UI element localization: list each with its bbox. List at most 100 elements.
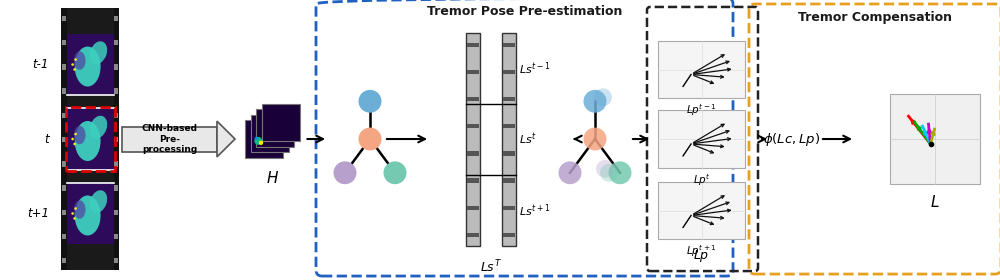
FancyBboxPatch shape bbox=[62, 137, 66, 142]
Polygon shape bbox=[217, 121, 235, 157]
Circle shape bbox=[71, 63, 74, 66]
FancyBboxPatch shape bbox=[467, 70, 479, 74]
Circle shape bbox=[358, 128, 382, 150]
FancyBboxPatch shape bbox=[502, 33, 516, 246]
Circle shape bbox=[358, 90, 382, 113]
Circle shape bbox=[71, 138, 74, 140]
Circle shape bbox=[74, 207, 77, 210]
Ellipse shape bbox=[74, 126, 86, 144]
Text: $Lp$: $Lp$ bbox=[693, 248, 710, 264]
Circle shape bbox=[334, 161, 356, 184]
Circle shape bbox=[254, 137, 262, 145]
Ellipse shape bbox=[90, 116, 107, 138]
FancyBboxPatch shape bbox=[114, 40, 118, 45]
FancyBboxPatch shape bbox=[62, 88, 66, 94]
FancyBboxPatch shape bbox=[467, 43, 479, 47]
FancyBboxPatch shape bbox=[62, 64, 66, 70]
Circle shape bbox=[608, 161, 632, 184]
Circle shape bbox=[74, 58, 77, 61]
FancyBboxPatch shape bbox=[114, 8, 119, 270]
FancyBboxPatch shape bbox=[467, 178, 479, 183]
FancyBboxPatch shape bbox=[62, 234, 66, 239]
FancyBboxPatch shape bbox=[114, 137, 118, 142]
FancyBboxPatch shape bbox=[114, 88, 118, 94]
FancyBboxPatch shape bbox=[67, 108, 114, 170]
FancyBboxPatch shape bbox=[890, 94, 980, 184]
FancyBboxPatch shape bbox=[503, 70, 515, 74]
FancyBboxPatch shape bbox=[67, 183, 114, 244]
FancyBboxPatch shape bbox=[503, 178, 515, 183]
Text: $Ls^{t+1}$: $Ls^{t+1}$ bbox=[519, 202, 550, 219]
FancyBboxPatch shape bbox=[503, 151, 515, 156]
FancyBboxPatch shape bbox=[503, 97, 515, 101]
FancyBboxPatch shape bbox=[466, 33, 480, 246]
Circle shape bbox=[584, 90, 606, 113]
Ellipse shape bbox=[74, 200, 86, 219]
Text: $Lp^{t+1}$: $Lp^{t+1}$ bbox=[686, 243, 717, 259]
Text: t-1: t-1 bbox=[33, 58, 49, 71]
Circle shape bbox=[73, 217, 76, 220]
FancyBboxPatch shape bbox=[245, 120, 283, 158]
FancyBboxPatch shape bbox=[61, 8, 67, 270]
Text: $Lp^{t}$: $Lp^{t}$ bbox=[693, 172, 710, 188]
Circle shape bbox=[259, 141, 263, 145]
FancyBboxPatch shape bbox=[62, 185, 66, 191]
Circle shape bbox=[73, 143, 76, 145]
FancyBboxPatch shape bbox=[114, 258, 118, 263]
Circle shape bbox=[596, 160, 614, 178]
Ellipse shape bbox=[75, 121, 101, 161]
FancyBboxPatch shape bbox=[658, 110, 745, 168]
Text: $L$: $L$ bbox=[930, 194, 940, 210]
FancyBboxPatch shape bbox=[114, 161, 118, 167]
Circle shape bbox=[600, 164, 618, 182]
FancyBboxPatch shape bbox=[467, 233, 479, 237]
Circle shape bbox=[594, 88, 612, 106]
FancyBboxPatch shape bbox=[114, 185, 118, 191]
Text: $Lp^{t-1}$: $Lp^{t-1}$ bbox=[686, 102, 717, 118]
Text: $Ls^{t-1}$: $Ls^{t-1}$ bbox=[519, 60, 550, 77]
FancyBboxPatch shape bbox=[658, 182, 745, 239]
FancyBboxPatch shape bbox=[503, 124, 515, 129]
Text: t+1: t+1 bbox=[27, 207, 49, 220]
FancyBboxPatch shape bbox=[503, 43, 515, 47]
FancyBboxPatch shape bbox=[503, 233, 515, 237]
FancyBboxPatch shape bbox=[62, 209, 66, 215]
Ellipse shape bbox=[74, 51, 86, 70]
FancyBboxPatch shape bbox=[62, 113, 66, 118]
FancyBboxPatch shape bbox=[467, 151, 479, 156]
FancyBboxPatch shape bbox=[467, 206, 479, 210]
FancyBboxPatch shape bbox=[114, 16, 118, 21]
FancyBboxPatch shape bbox=[658, 41, 745, 98]
FancyBboxPatch shape bbox=[114, 113, 118, 118]
Ellipse shape bbox=[90, 41, 107, 64]
Ellipse shape bbox=[75, 46, 101, 87]
Circle shape bbox=[73, 68, 76, 71]
FancyBboxPatch shape bbox=[114, 64, 118, 70]
Text: t: t bbox=[44, 132, 49, 146]
FancyBboxPatch shape bbox=[114, 209, 118, 215]
FancyBboxPatch shape bbox=[503, 206, 515, 210]
Text: $Ls^{t}$: $Ls^{t}$ bbox=[519, 132, 537, 147]
FancyBboxPatch shape bbox=[262, 104, 300, 141]
Ellipse shape bbox=[90, 190, 107, 213]
Circle shape bbox=[255, 136, 258, 140]
FancyBboxPatch shape bbox=[62, 258, 66, 263]
Circle shape bbox=[384, 161, 406, 184]
FancyBboxPatch shape bbox=[256, 109, 294, 147]
Circle shape bbox=[71, 212, 74, 215]
Text: $Ls^T$: $Ls^T$ bbox=[480, 259, 502, 276]
Circle shape bbox=[584, 128, 606, 150]
Text: CNN-based
Pre-
processing: CNN-based Pre- processing bbox=[142, 124, 197, 154]
Text: Tremor Compensation: Tremor Compensation bbox=[798, 11, 952, 24]
FancyBboxPatch shape bbox=[62, 161, 66, 167]
Text: $H$: $H$ bbox=[266, 170, 279, 186]
Text: Tremor Pose Pre-estimation: Tremor Pose Pre-estimation bbox=[427, 5, 622, 18]
FancyBboxPatch shape bbox=[114, 234, 118, 239]
FancyBboxPatch shape bbox=[467, 124, 479, 129]
Ellipse shape bbox=[75, 195, 101, 235]
FancyBboxPatch shape bbox=[62, 16, 66, 21]
FancyBboxPatch shape bbox=[62, 40, 66, 45]
FancyBboxPatch shape bbox=[122, 127, 217, 151]
FancyBboxPatch shape bbox=[467, 97, 479, 101]
FancyBboxPatch shape bbox=[251, 115, 288, 152]
